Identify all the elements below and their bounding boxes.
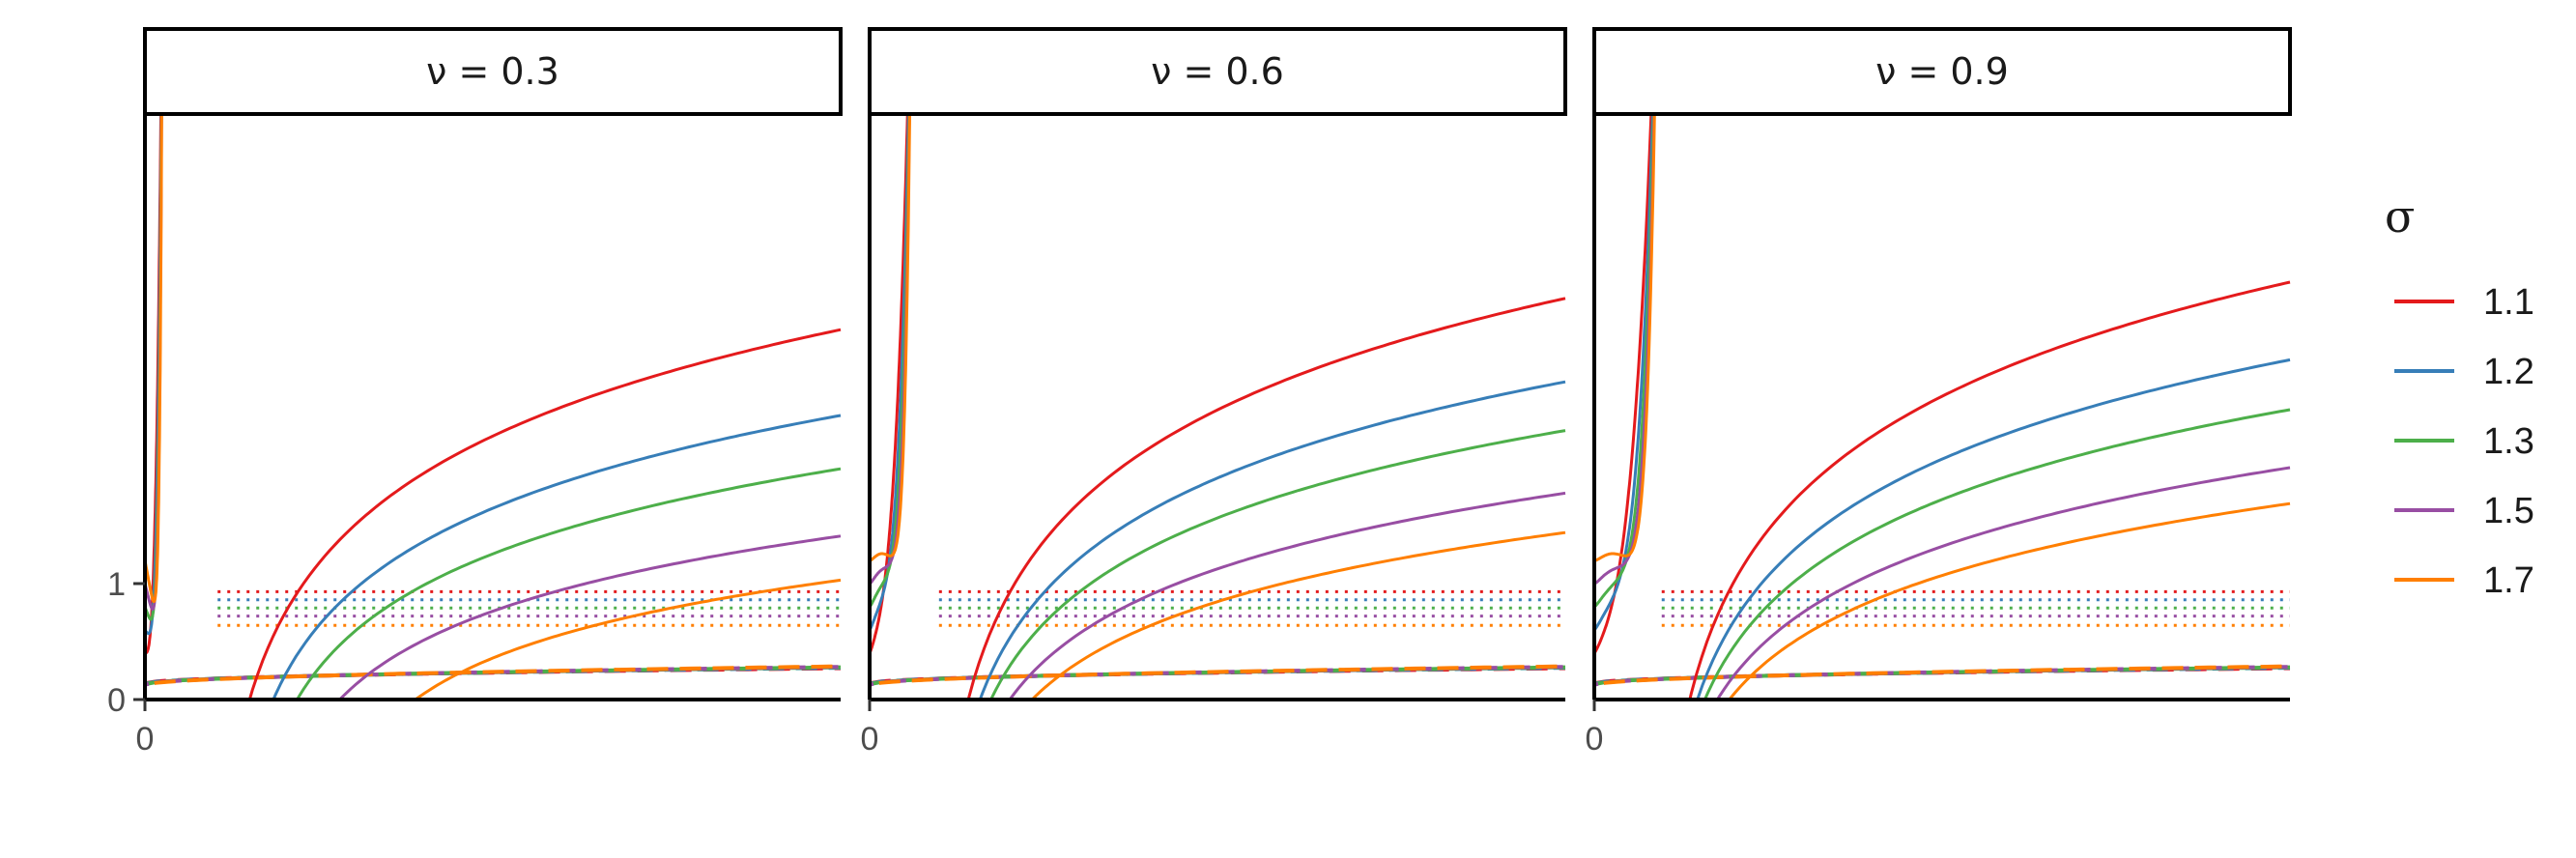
plot-area — [1592, 116, 2291, 701]
spike-curve — [869, 116, 912, 562]
legend-label: 1.2 — [2483, 352, 2534, 392]
plot-area — [868, 116, 1566, 701]
lower-bound-curve — [144, 664, 842, 688]
upper-curve — [410, 578, 842, 701]
facet-strip-label: ν = 0.6 — [1151, 50, 1284, 93]
spike-curve — [143, 116, 163, 603]
upper-curve — [1702, 408, 2291, 701]
plot-area — [143, 116, 842, 701]
legend-label: 1.3 — [2483, 421, 2534, 462]
facet-strip — [1592, 27, 2292, 116]
spike-curve — [1592, 116, 1653, 654]
facet-strip — [143, 27, 843, 116]
legend-label: 1.7 — [2483, 560, 2534, 601]
legend-label: 1.5 — [2483, 491, 2534, 531]
spike-curve — [868, 116, 909, 654]
legend-title: σ — [2385, 190, 2415, 243]
legend-label: 1.1 — [2483, 282, 2534, 323]
y-tick-label: 1 — [107, 566, 126, 603]
spike-curve — [1593, 116, 1656, 562]
spike-curve — [1592, 116, 1654, 632]
x-tick-label: 0 — [136, 721, 155, 758]
facet-strip-label: ν = 0.3 — [426, 50, 559, 93]
upper-curve — [1695, 358, 2291, 701]
upper-curve — [1726, 501, 2291, 701]
facet-strip — [868, 27, 1567, 116]
upper-curve — [1687, 280, 2291, 701]
facet-panel: ν = 0.9 0 — [1586, 27, 2292, 758]
facet-panel: ν = 0.6 0 — [861, 27, 1567, 758]
lower-bound-curve — [1593, 664, 2291, 688]
upper-curve — [987, 429, 1566, 701]
x-tick-label: 0 — [1586, 721, 1604, 758]
facet-panel: ν = 0.3 00 1 — [107, 27, 843, 758]
upper-curve — [966, 297, 1566, 701]
upper-curve — [247, 328, 842, 701]
x-tick-label: 0 — [861, 721, 879, 758]
y-tick-label: 0 — [107, 682, 126, 719]
upper-curve — [1006, 491, 1566, 701]
legend: σ 1.1 1.2 1.3 1.5 1.7 — [2385, 190, 2534, 601]
upper-curve — [294, 467, 842, 701]
upper-curve — [1714, 466, 2291, 701]
upper-curve — [335, 534, 842, 701]
lower-bound-curve — [869, 664, 1566, 688]
upper-curve — [1028, 530, 1566, 701]
facet-strip-label: ν = 0.9 — [1875, 50, 2009, 93]
upper-curve — [977, 380, 1566, 701]
upper-curve — [271, 414, 842, 701]
